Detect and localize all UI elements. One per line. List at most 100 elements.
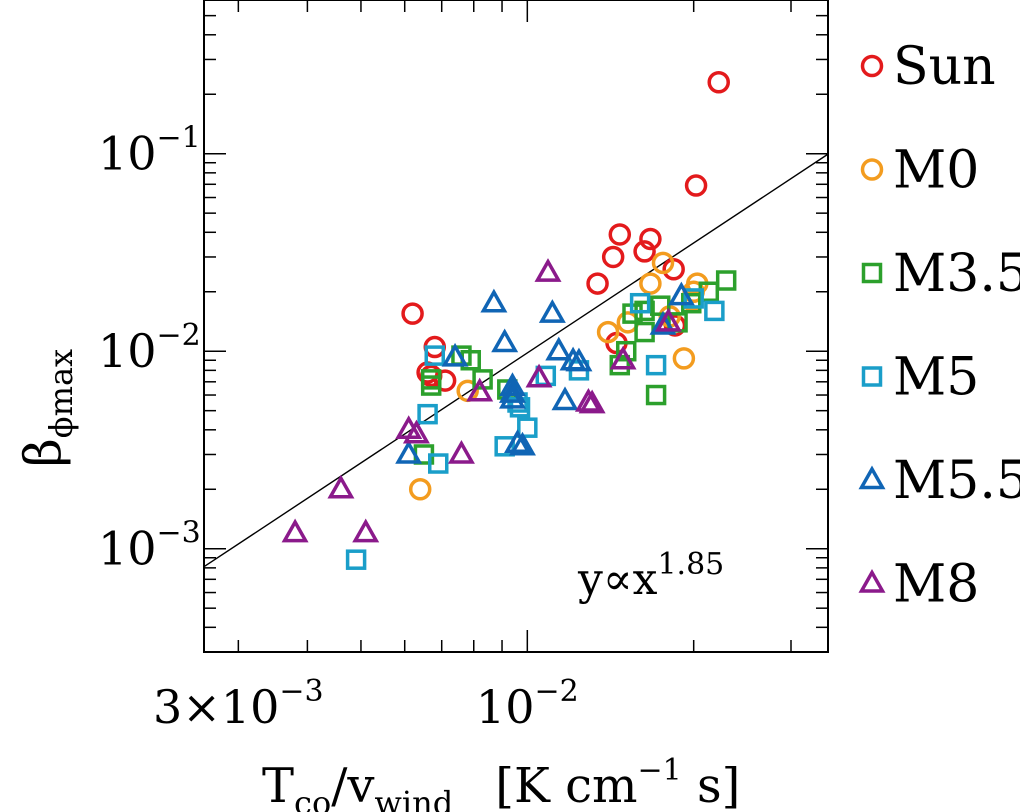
data-point	[651, 251, 675, 275]
legend-label: Sun	[893, 37, 996, 97]
data-point	[424, 345, 446, 366]
x-title-units: [K cm	[495, 758, 637, 812]
data-point	[480, 288, 508, 313]
y-tick-label: 10−1	[98, 121, 201, 181]
power-law-fit-line	[203, 153, 829, 568]
data-point	[447, 439, 475, 464]
data-point	[683, 288, 704, 309]
data-point	[707, 70, 730, 94]
data-point	[525, 363, 553, 388]
data-point	[645, 384, 667, 406]
data-point	[545, 336, 573, 361]
legend-marker	[861, 366, 883, 387]
data-point	[494, 436, 515, 457]
data-point	[401, 302, 424, 325]
y-axis-title: βϕmax	[14, 349, 80, 467]
data-point	[654, 307, 682, 332]
data-point	[639, 227, 662, 251]
legend-label: M3.5	[893, 244, 1020, 304]
data-point	[466, 377, 494, 402]
y-tick-label-mantissa: 10	[98, 127, 157, 181]
y-tick-label: 10−3	[98, 516, 201, 576]
legend-label: M8	[893, 555, 979, 615]
x-title-units-exponent: −1	[637, 753, 681, 788]
legend-label: M5.5	[893, 451, 1020, 511]
legend-marker	[858, 465, 886, 490]
x-title-main: T	[262, 758, 294, 812]
x-tick-label-exponent: −2	[534, 674, 578, 709]
data-point	[596, 320, 620, 344]
y-tick-label-exponent: −2	[157, 318, 201, 353]
x-tick-label: 10−2	[476, 674, 579, 734]
data-point	[508, 431, 536, 456]
y-title-sub: ϕmax	[42, 349, 80, 438]
legend-marker	[860, 54, 884, 78]
data-point	[491, 328, 519, 353]
legend-item-m5: M5	[861, 348, 979, 408]
data-point	[608, 223, 632, 246]
data-point	[565, 347, 593, 372]
data-point	[327, 474, 355, 499]
legend-marker	[861, 262, 883, 284]
data-points	[281, 70, 737, 570]
y-tick-label-mantissa: 10	[98, 522, 157, 576]
series-m5-5	[395, 281, 695, 464]
data-point	[281, 518, 309, 543]
legend-marker	[858, 568, 886, 593]
data-point	[433, 369, 457, 392]
legend-item-m5-5: M5.5	[858, 451, 1020, 511]
data-point	[402, 419, 430, 444]
data-point	[586, 272, 609, 295]
data-point	[629, 292, 651, 314]
data-point	[395, 439, 423, 464]
y-tick-label: 10−2	[98, 318, 201, 378]
legend: Sun M0 M3.5 M5 M5.5 M8	[858, 37, 1020, 615]
x-title-sub2: wind	[375, 784, 454, 812]
data-point	[615, 340, 637, 362]
data-point	[498, 379, 526, 403]
legend-marker	[860, 158, 884, 181]
x-axis-title: Tco/vwind [K cm−1 s]	[262, 753, 740, 812]
data-point	[645, 354, 667, 376]
data-point	[649, 310, 677, 335]
data-point	[538, 299, 566, 323]
fit-label: y∝x1.85	[577, 547, 724, 605]
plot-frame	[203, 0, 829, 653]
data-point	[408, 478, 432, 501]
data-point	[609, 345, 637, 370]
data-point	[639, 272, 662, 295]
data-point	[352, 518, 380, 543]
x-tick-labels: 3×10−3 10−2	[153, 674, 579, 734]
data-point	[420, 375, 442, 396]
data-point	[601, 245, 625, 269]
x-title-sub1: co	[294, 784, 331, 812]
legend-item-sun: Sun	[860, 37, 996, 97]
x-tick-label: 3×10−3	[153, 674, 324, 734]
data-point	[428, 453, 449, 474]
data-point	[345, 549, 367, 570]
data-point	[504, 429, 532, 453]
series-m8	[281, 258, 682, 543]
y-title-main: β	[14, 438, 72, 467]
data-point	[633, 240, 656, 263]
data-point	[650, 295, 671, 316]
fit-label-base: y∝x	[577, 554, 658, 605]
data-point	[498, 384, 526, 409]
data-point	[667, 281, 695, 306]
data-point	[704, 300, 725, 322]
x-tick-label-mantissa: 10	[476, 680, 535, 734]
data-point	[634, 321, 655, 343]
x-tick-label-exponent: −3	[279, 674, 323, 709]
y-tick-labels: 10−310−210−1	[98, 121, 201, 576]
legend-label: M0	[893, 141, 979, 201]
data-point	[417, 403, 438, 425]
data-point	[441, 342, 469, 367]
legend-item-m0: M0	[860, 141, 979, 201]
x-tick-label-mantissa: 3×10	[153, 680, 279, 734]
data-point	[672, 347, 696, 370]
x-title-units-tail: s]	[682, 758, 741, 812]
fit-line-group	[203, 153, 829, 568]
data-point	[517, 417, 538, 438]
data-point	[578, 389, 606, 414]
